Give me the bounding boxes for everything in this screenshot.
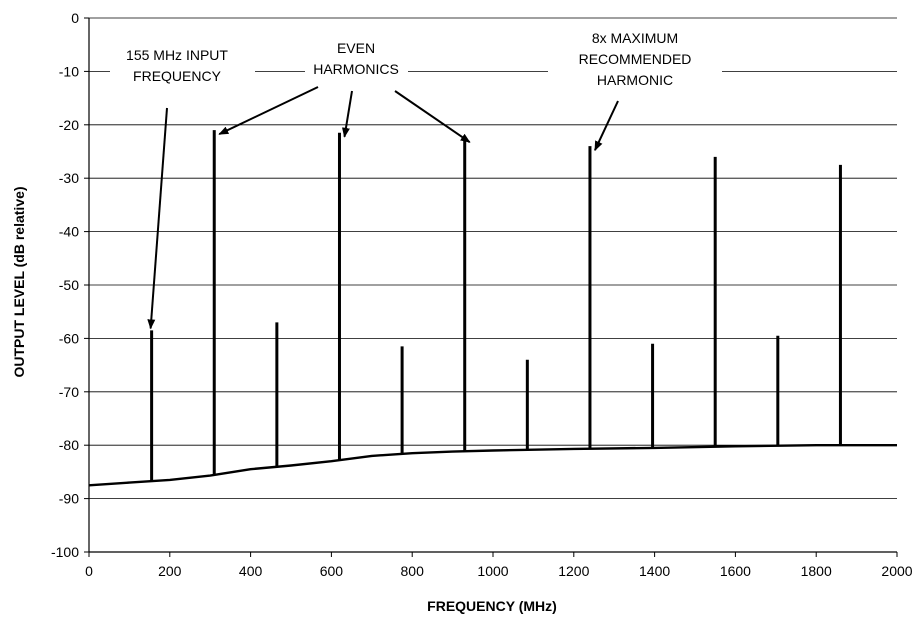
- annotation-arrow: [394, 90, 471, 143]
- x-tick-label: 0: [85, 563, 93, 579]
- annotation-arrow: [341, 90, 353, 138]
- annotation-bg: [305, 37, 408, 84]
- axes-group: [84, 17, 898, 557]
- noise-floor-group: [88, 444, 897, 487]
- x-tick-label: 1200: [558, 563, 589, 579]
- y-tick-label: 0: [71, 10, 79, 26]
- annotation-bg: [110, 68, 255, 92]
- annotation-bg: [548, 27, 722, 97]
- annotation-label-line: 155 MHz INPUT: [126, 47, 228, 63]
- y-tick-label: -20: [59, 117, 79, 133]
- annotation-arrow: [147, 107, 168, 330]
- x-tick-label: 1600: [720, 563, 751, 579]
- annotation-label-line: 8x MAXIMUM: [592, 30, 678, 46]
- annotation-label-line: RECOMMENDED: [579, 51, 692, 67]
- x-tick-label: 400: [239, 563, 263, 579]
- x-tick-label: 1800: [801, 563, 832, 579]
- annotation-label-line: HARMONICS: [313, 61, 399, 77]
- x-tick-label: 2000: [881, 563, 912, 579]
- y-tick-label: -100: [51, 544, 79, 560]
- tick-labels-group: 0 -10 -20 -30 -40 -50 -60 -70 -80 -90 -100 0 200 400 6…: [51, 10, 913, 579]
- annotations-group: 155 MHz INPUT FREQUENCY EVEN HARMONICS 8x MA…: [110, 27, 722, 330]
- y-tick-label: -60: [59, 330, 79, 346]
- y-tick-label: -80: [59, 437, 79, 453]
- y-axis-title: OUTPUT LEVEL (dB relative): [11, 186, 27, 377]
- y-tick-label: -10: [59, 63, 79, 79]
- y-tick-label: -40: [59, 224, 79, 240]
- spikes-group: [150, 130, 842, 482]
- x-tick-label: 600: [320, 563, 344, 579]
- x-tick-label: 200: [158, 563, 182, 579]
- x-tick-label: 1000: [477, 563, 508, 579]
- x-axis-title: FREQUENCY (MHz): [427, 598, 557, 614]
- y-tick-label: -70: [59, 384, 79, 400]
- annotation-arrow: [218, 86, 319, 136]
- noise-floor-line: [88, 444, 897, 487]
- annotation-label-line: FREQUENCY: [133, 68, 222, 84]
- annotation-label-line: EVEN: [337, 40, 375, 56]
- y-tick-label: -30: [59, 170, 79, 186]
- x-tick-label: 1400: [639, 563, 670, 579]
- y-tick-label: -50: [59, 277, 79, 293]
- y-tick-label: -90: [59, 491, 79, 507]
- annotation-label-line: HARMONIC: [597, 72, 673, 88]
- x-tick-label: 800: [401, 563, 425, 579]
- annotation-arrow: [594, 100, 619, 152]
